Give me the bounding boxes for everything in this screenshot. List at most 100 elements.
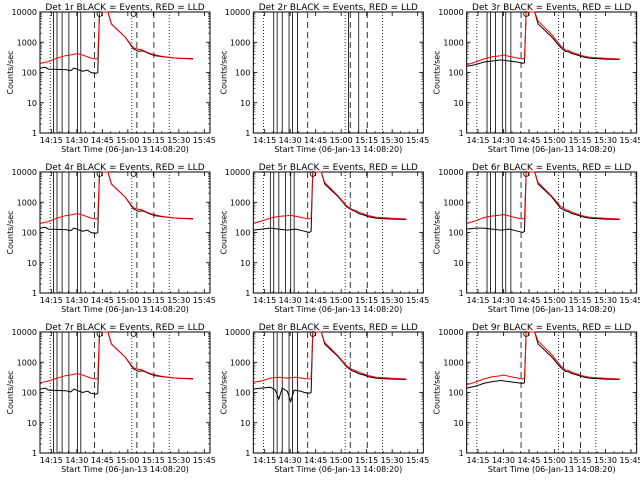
x-tick-label: 15:00 <box>116 136 139 145</box>
y-tick-label: 100 <box>448 69 463 78</box>
x-tick-label: 14:30 <box>492 136 515 145</box>
chart-title: Det 4r BLACK = Events, RED = LLD <box>45 163 204 173</box>
chart-title: Det 1r BLACK = Events, RED = LLD <box>45 3 204 13</box>
x-tick-label: 15:00 <box>543 456 566 465</box>
x-tick-label: 14:15 <box>466 296 489 305</box>
x-tick-label: 15:00 <box>116 456 139 465</box>
x-axis-label: Start Time (06-Jan-13 14:08:20) <box>488 145 616 154</box>
chart-title: Det 5r BLACK = Events, RED = LLD <box>259 163 418 173</box>
y-tick-label: 10 <box>453 419 463 428</box>
y-axis-label: Counts/sec <box>219 210 228 254</box>
chart-panel-3: Det 3r BLACK = Events, RED = LLD 1 10 100 10… <box>433 3 640 154</box>
x-tick-label: 15:00 <box>543 136 566 145</box>
y-tick-label: 100 <box>448 229 463 238</box>
chart-panel-4: Det 4r BLACK = Events, RED = LLD 1 10 100 10… <box>6 163 216 314</box>
x-tick-label: 15:15 <box>355 136 378 145</box>
series-line-lld <box>39 11 194 64</box>
series-line-events <box>253 171 407 234</box>
y-tick-label: 10 <box>453 259 463 268</box>
x-tick-label: 15:30 <box>167 456 190 465</box>
x-tick-label: 15:00 <box>543 296 566 305</box>
y-tick-label: 1 <box>245 289 250 298</box>
y-tick-label: 1 <box>32 289 37 298</box>
x-axis-label: Start Time (06-Jan-13 14:08:20) <box>61 305 189 314</box>
y-axis-label: Counts/sec <box>6 370 15 414</box>
plot-frame <box>466 11 638 134</box>
event-marker <box>130 11 137 17</box>
series-line-lld <box>466 171 620 224</box>
event-marker <box>96 11 103 17</box>
plot-frame <box>39 11 211 134</box>
chart-panel-1: Det 1r BLACK = Events, RED = LLD 1 10 100 10… <box>6 3 216 154</box>
x-tick-label: 14:15 <box>40 456 63 465</box>
y-tick-label: 1 <box>459 129 464 138</box>
plot-frame <box>252 331 424 454</box>
y-tick-label: 1000 <box>443 358 463 367</box>
x-tick-label: 14:15 <box>466 136 489 145</box>
y-tick-label: 1000 <box>230 358 250 367</box>
x-tick-label: 15:00 <box>330 456 353 465</box>
y-axis-label: Counts/sec <box>219 50 228 94</box>
series-line-events <box>253 331 407 404</box>
x-tick-label: 15:45 <box>619 136 640 145</box>
x-tick-label: 15:30 <box>381 296 404 305</box>
y-tick-label: 1000 <box>443 38 463 47</box>
y-tick-label: 10000 <box>438 168 463 177</box>
x-tick-label: 15:15 <box>142 136 165 145</box>
chart-panel-7: Det 7r BLACK = Events, RED = LLD 1 10 100 10… <box>6 323 216 474</box>
series-line-lld <box>466 331 620 386</box>
event-marker <box>96 171 103 177</box>
series-line-lld <box>466 11 620 66</box>
x-tick-label: 14:15 <box>466 456 489 465</box>
x-tick-label: 15:15 <box>355 456 378 465</box>
x-tick-label: 14:45 <box>304 136 327 145</box>
x-tick-label: 15:30 <box>167 136 190 145</box>
y-tick-label: 10 <box>453 99 463 108</box>
y-tick-label: 10 <box>240 99 250 108</box>
y-tick-label: 1 <box>459 449 464 458</box>
plot-frame <box>466 331 638 454</box>
series-line-events <box>466 331 620 389</box>
y-tick-label: 10000 <box>12 168 37 177</box>
x-tick-label: 14:45 <box>91 136 114 145</box>
y-axis-label: Counts/sec <box>219 370 228 414</box>
chart-title: Det 7r BLACK = Events, RED = LLD <box>45 323 204 333</box>
x-tick-label: 15:45 <box>193 296 216 305</box>
x-tick-label: 14:45 <box>91 296 114 305</box>
y-tick-label: 1000 <box>443 198 463 207</box>
x-tick-label: 15:00 <box>330 136 353 145</box>
x-tick-label: 15:45 <box>193 136 216 145</box>
y-tick-label: 1 <box>245 449 250 458</box>
x-tick-label: 14:15 <box>40 296 63 305</box>
x-tick-label: 15:30 <box>381 456 404 465</box>
x-tick-label: 15:00 <box>116 296 139 305</box>
y-axis-label: Counts/sec <box>433 370 442 414</box>
y-tick-label: 10 <box>27 259 37 268</box>
x-tick-label: 14:15 <box>253 296 276 305</box>
y-axis-label: Counts/sec <box>433 210 442 254</box>
series-line-events <box>466 171 620 234</box>
event-marker <box>96 331 103 337</box>
x-tick-label: 14:15 <box>253 456 276 465</box>
x-tick-label: 15:30 <box>594 456 617 465</box>
plot-frame <box>466 171 638 294</box>
x-tick-label: 14:30 <box>65 296 88 305</box>
x-axis-label: Start Time (06-Jan-13 14:08:20) <box>488 305 616 314</box>
y-tick-label: 100 <box>22 389 37 398</box>
x-tick-label: 15:15 <box>568 456 591 465</box>
y-tick-label: 1 <box>459 289 464 298</box>
x-tick-label: 15:30 <box>381 136 404 145</box>
y-tick-label: 1000 <box>17 198 37 207</box>
x-tick-label: 15:45 <box>619 296 640 305</box>
plot-frame <box>252 11 424 134</box>
y-tick-label: 10000 <box>12 328 37 337</box>
y-tick-label: 100 <box>448 389 463 398</box>
y-tick-label: 100 <box>235 389 250 398</box>
event-marker <box>309 331 316 337</box>
x-axis-label: Start Time (06-Jan-13 14:08:20) <box>61 145 189 154</box>
x-tick-label: 15:45 <box>406 456 429 465</box>
y-tick-label: 1 <box>32 129 37 138</box>
chart-panel-8: Det 8r BLACK = Events, RED = LLD 1 10 100 10… <box>219 323 429 474</box>
x-tick-label: 15:45 <box>193 456 216 465</box>
